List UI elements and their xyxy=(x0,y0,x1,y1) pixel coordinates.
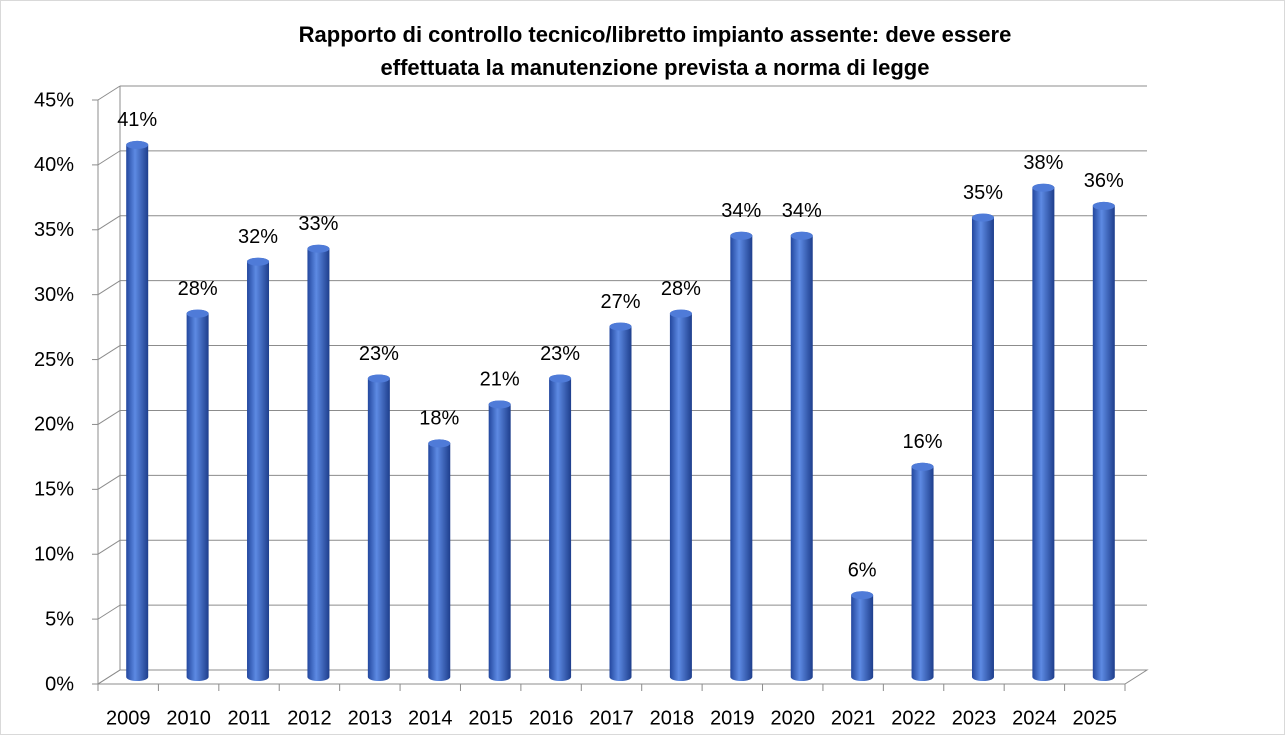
value-label: 36% xyxy=(1084,170,1124,192)
bar-top xyxy=(669,309,692,318)
value-label: 28% xyxy=(661,278,701,300)
y-tick-label: 40% xyxy=(34,154,74,176)
bar-top xyxy=(851,591,874,600)
bar xyxy=(790,231,813,681)
grid-line xyxy=(97,474,121,490)
value-label: 34% xyxy=(782,200,822,222)
y-tick-label: 45% xyxy=(34,89,74,111)
bar-top xyxy=(609,322,632,331)
x-tick-label: 2018 xyxy=(650,707,695,729)
x-tick-label: 2017 xyxy=(589,707,634,729)
value-label: 41% xyxy=(117,109,157,131)
bar xyxy=(971,213,994,681)
grid-line xyxy=(97,85,121,101)
y-tick-label: 30% xyxy=(34,284,74,306)
bar-top xyxy=(247,257,270,266)
bar-top xyxy=(549,374,572,383)
bar-top xyxy=(307,244,330,253)
y-tick-label: 35% xyxy=(34,219,74,241)
value-label: 6% xyxy=(848,560,877,582)
value-label: 34% xyxy=(721,200,761,222)
bar-top xyxy=(971,213,994,222)
bar xyxy=(1092,201,1115,681)
bar xyxy=(730,231,753,681)
grid-line xyxy=(97,345,121,360)
bar-top xyxy=(1092,201,1115,210)
x-tick-label: 2022 xyxy=(891,707,936,729)
bar xyxy=(609,322,632,681)
grid-line xyxy=(97,410,121,425)
value-label: 38% xyxy=(1023,152,1063,174)
y-tick-label: 0% xyxy=(45,673,74,695)
bar xyxy=(1032,183,1055,681)
bar xyxy=(186,309,209,681)
y-tick-label: 5% xyxy=(45,608,74,630)
x-tick-label: 2013 xyxy=(348,707,393,729)
x-tick-label: 2024 xyxy=(1012,707,1057,729)
x-tick-label: 2025 xyxy=(1073,707,1118,729)
chart-title: Rapporto di controllo tecnico/libretto i… xyxy=(298,22,1012,80)
x-tick-label: 2015 xyxy=(468,707,513,729)
grid-line xyxy=(97,280,121,296)
bar-top xyxy=(126,140,149,149)
bar xyxy=(428,439,451,681)
value-label: 18% xyxy=(419,408,459,430)
x-tick-label: 2016 xyxy=(529,707,574,729)
x-tick-label: 2011 xyxy=(228,707,271,729)
grid-line xyxy=(97,150,121,166)
bar-top xyxy=(428,439,451,448)
value-label: 23% xyxy=(359,343,399,365)
x-tick-label: 2023 xyxy=(952,707,997,729)
bar xyxy=(669,309,692,681)
bar-top xyxy=(730,231,753,240)
value-label: 27% xyxy=(600,291,640,313)
bar-top xyxy=(186,309,209,318)
value-label: 23% xyxy=(540,343,580,365)
grid-line xyxy=(97,215,121,231)
bar xyxy=(367,374,390,681)
value-label: 28% xyxy=(178,278,218,300)
x-tick-label: 2012 xyxy=(287,707,332,729)
value-label: 33% xyxy=(298,213,338,235)
bar-top xyxy=(1032,183,1055,192)
grid-line xyxy=(97,604,121,620)
bar xyxy=(911,462,934,681)
bar-top xyxy=(911,462,934,471)
y-tick-label: 15% xyxy=(34,479,74,501)
value-label: 21% xyxy=(480,369,520,391)
x-tick-label: 2010 xyxy=(166,707,211,729)
bar xyxy=(247,257,270,681)
value-label: 35% xyxy=(963,182,1003,204)
bar-top xyxy=(790,231,813,240)
value-label: 16% xyxy=(903,431,943,453)
y-tick-label: 20% xyxy=(34,414,74,436)
x-tick-label: 2019 xyxy=(710,707,755,729)
x-tick-label: 2021 xyxy=(831,707,876,729)
bar-top xyxy=(488,400,511,409)
grid-line xyxy=(97,539,121,555)
grid-line xyxy=(97,669,121,685)
y-tick-label: 10% xyxy=(34,544,74,566)
x-tick-label: 2014 xyxy=(408,707,453,729)
value-label: 32% xyxy=(238,226,278,248)
y-tick-label: 25% xyxy=(34,349,74,371)
x-tick-label: 2009 xyxy=(106,707,151,729)
bar xyxy=(549,374,572,681)
bar xyxy=(488,400,511,681)
x-tick-label: 2020 xyxy=(770,707,815,729)
bar xyxy=(307,244,330,681)
bar-top xyxy=(367,374,390,383)
bar xyxy=(851,591,874,681)
bar xyxy=(126,140,149,681)
